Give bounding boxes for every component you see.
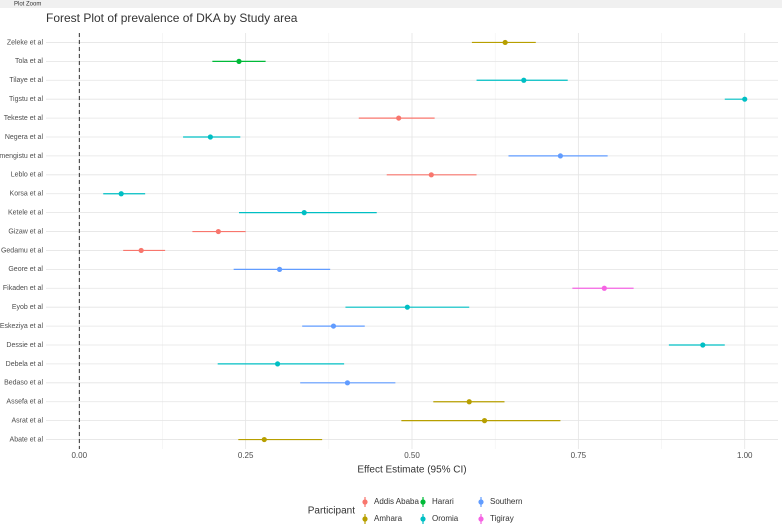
point-estimate — [428, 172, 434, 178]
point-estimate — [396, 115, 402, 121]
legend-key — [478, 516, 484, 522]
y-tick-label: Eskeziya et al — [0, 323, 43, 330]
point-estimate — [261, 436, 267, 443]
point-estimate — [742, 96, 748, 102]
y-tick-label: Leblo et al — [11, 172, 44, 179]
y-tick-label: Geore et al — [8, 266, 43, 273]
legend-key — [362, 499, 368, 505]
y-tick-label: mengistu et al — [0, 153, 43, 160]
point-estimate — [481, 418, 488, 424]
y-tick-label: Gedamu et al — [1, 247, 43, 254]
y-tick-label: Debela et al — [6, 361, 44, 368]
legend-label: Oromia — [432, 514, 459, 523]
legend-key — [420, 516, 426, 522]
legend-label: Harari — [432, 497, 454, 506]
y-tick-label: Ketele et al — [8, 209, 43, 216]
y-tick-label: Bedaso et al — [4, 380, 43, 387]
point-estimate — [344, 380, 351, 386]
point-estimate — [118, 191, 124, 197]
window-bar — [0, 0, 782, 8]
y-tick-label: Dessie et al — [6, 342, 43, 349]
y-tick-label: Abate et al — [10, 436, 44, 443]
point-estimate — [466, 399, 472, 405]
point-estimate — [601, 285, 607, 291]
point-estimate — [207, 134, 213, 140]
point-estimate — [404, 304, 410, 310]
legend-key — [420, 499, 426, 505]
point-estimate — [502, 39, 508, 46]
x-tick-label: 0.50 — [404, 451, 420, 460]
point-estimate — [330, 323, 337, 329]
legend-label: Amhara — [374, 514, 403, 523]
x-tick-label: 0.00 — [71, 451, 87, 460]
point-estimate — [521, 77, 527, 83]
y-tick-label: Tilaye et al — [9, 77, 43, 84]
legend-label: Tigiray — [490, 514, 514, 523]
y-tick-label: Assefa et al — [6, 399, 43, 406]
y-tick-label: Tola et al — [15, 58, 43, 65]
point-estimate — [557, 153, 563, 159]
point-estimate — [236, 58, 242, 64]
chart-title: Forest Plot of prevalence of DKA by Stud… — [46, 11, 298, 25]
y-tick-label: Korsa et al — [10, 191, 44, 198]
x-tick-label: 0.25 — [238, 451, 254, 460]
y-tick-label: Asrat et al — [11, 417, 43, 424]
legend-key — [478, 499, 484, 505]
y-tick-label: Tekeste et al — [4, 115, 44, 122]
y-tick-label: Fikaden et al — [3, 285, 44, 292]
x-tick-label: 1.00 — [737, 451, 753, 460]
point-estimate — [138, 247, 144, 254]
x-axis-label: Effect Estimate (95% CI) — [357, 465, 466, 476]
y-tick-label: Negera et al — [5, 134, 44, 141]
point-estimate — [700, 342, 706, 348]
legend-key — [362, 516, 368, 522]
legend-label: Addis Ababa — [374, 497, 419, 506]
legend-title: Participant — [308, 506, 355, 517]
window-title: Plot Zoom — [14, 2, 41, 8]
legend-label: Southern — [490, 497, 522, 506]
y-tick-label: Eyob et al — [12, 304, 44, 311]
point-estimate — [301, 210, 307, 216]
x-tick-label: 0.75 — [571, 451, 587, 460]
y-tick-label: Tigstu et al — [9, 96, 43, 103]
point-estimate — [215, 228, 221, 235]
y-tick-label: Zeleke et al — [7, 39, 44, 46]
y-tick-label: Gizaw et al — [8, 228, 43, 235]
point-estimate — [276, 266, 283, 272]
point-estimate — [274, 361, 281, 367]
